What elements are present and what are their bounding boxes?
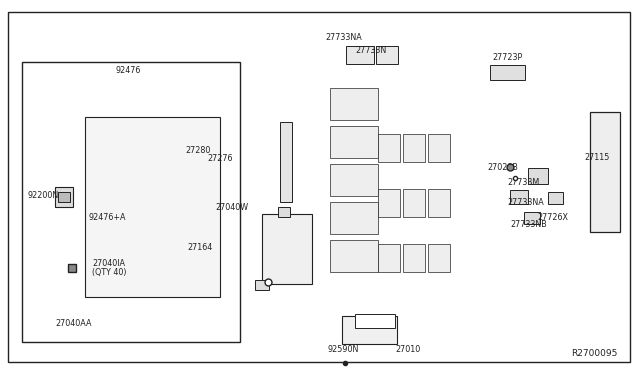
- Text: 27280: 27280: [185, 145, 211, 154]
- Text: 27040IA: 27040IA: [92, 259, 125, 267]
- Text: 27723P: 27723P: [492, 52, 522, 61]
- Text: 27010: 27010: [395, 346, 420, 355]
- Bar: [262, 214, 312, 284]
- Text: 27733NA: 27733NA: [325, 32, 362, 42]
- Bar: [378, 189, 400, 217]
- Bar: [278, 207, 290, 217]
- Bar: [428, 189, 450, 217]
- Text: 27733NA: 27733NA: [507, 198, 544, 206]
- Bar: [330, 164, 378, 196]
- Text: 27733M: 27733M: [507, 177, 540, 186]
- Text: 27040AA: 27040AA: [55, 320, 92, 328]
- Bar: [330, 126, 378, 158]
- Text: 27115: 27115: [584, 153, 609, 161]
- Text: (QTY 40): (QTY 40): [92, 267, 127, 276]
- Bar: [22, 62, 240, 342]
- Bar: [490, 65, 525, 80]
- Text: 92200N: 92200N: [27, 190, 58, 199]
- Bar: [548, 192, 563, 204]
- Bar: [55, 187, 73, 207]
- Bar: [524, 212, 540, 224]
- Bar: [403, 244, 425, 272]
- Bar: [403, 134, 425, 162]
- Bar: [590, 112, 620, 232]
- Bar: [280, 122, 292, 202]
- Bar: [346, 46, 374, 64]
- Bar: [330, 202, 378, 234]
- Bar: [330, 240, 378, 272]
- Text: 92476: 92476: [115, 65, 140, 74]
- Bar: [342, 316, 397, 344]
- Bar: [403, 189, 425, 217]
- Text: 92590N: 92590N: [328, 346, 360, 355]
- Bar: [528, 168, 548, 184]
- Text: 27020B: 27020B: [487, 163, 518, 171]
- Text: 27040W: 27040W: [215, 202, 248, 212]
- Text: 27733NB: 27733NB: [510, 219, 547, 228]
- Bar: [510, 190, 528, 204]
- Bar: [428, 244, 450, 272]
- Bar: [355, 314, 395, 328]
- Text: 27733N: 27733N: [355, 45, 387, 55]
- Text: 27726X: 27726X: [537, 212, 568, 221]
- Bar: [330, 88, 378, 120]
- Text: 27276: 27276: [207, 154, 233, 163]
- Bar: [58, 192, 70, 202]
- Bar: [255, 280, 269, 290]
- Text: 92476+A: 92476+A: [88, 212, 125, 221]
- Bar: [378, 244, 400, 272]
- Bar: [376, 46, 398, 64]
- Text: 27164: 27164: [188, 243, 213, 251]
- Bar: [378, 134, 400, 162]
- Text: R2700095: R2700095: [572, 350, 618, 359]
- Bar: [428, 134, 450, 162]
- Bar: [85, 117, 220, 297]
